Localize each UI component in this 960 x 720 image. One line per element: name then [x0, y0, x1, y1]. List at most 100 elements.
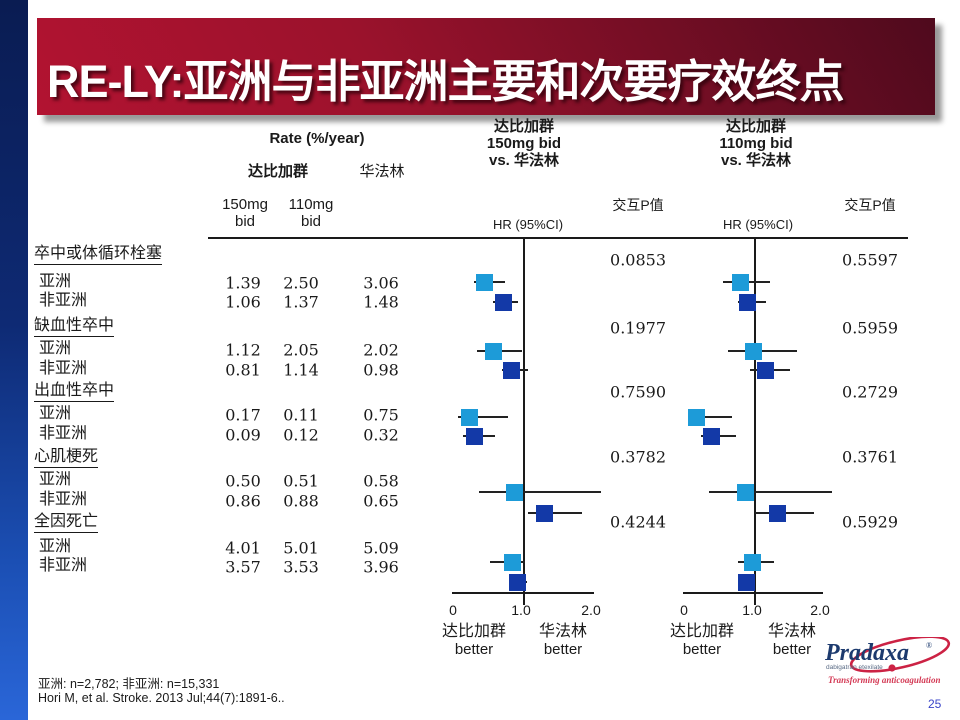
left-accent-bar	[0, 0, 28, 720]
plot1-non_asia-marker	[465, 427, 483, 445]
subgroup-label: 亚洲	[39, 405, 72, 422]
plot1-axis-line	[452, 592, 594, 594]
plot2-asia-ci	[709, 491, 833, 493]
hr-ci-label-1: HR (95%CI)	[492, 217, 564, 232]
rate-cell-warfarin: 3.96	[363, 557, 399, 577]
plot2-asia-marker	[731, 273, 749, 291]
interaction-p-value-150: 0.4244	[610, 512, 666, 532]
rate-cell-150: 0.86	[225, 491, 261, 511]
rate-cell-warfarin: 0.58	[363, 471, 399, 491]
rate-cell-150: 4.01	[225, 538, 261, 558]
subgroup-label: 非亚洲	[39, 491, 88, 508]
logo-brand-text: Pradaxa	[824, 640, 909, 666]
plot2-non_asia-marker	[738, 573, 756, 591]
rate-cell-150: 1.39	[225, 273, 261, 293]
plot1-header: 达比加群 150mg bid vs. 华法林	[486, 118, 562, 169]
plot2-dabigatran-better-label: 达比加群 better	[669, 623, 735, 658]
rate-cell-warfarin: 0.75	[363, 405, 399, 425]
plot1-non_asia-ci	[527, 512, 582, 514]
interaction-p-value-110: 0.5959	[842, 318, 898, 338]
rate-cell-110: 5.01	[283, 538, 319, 558]
plot1-asia-marker	[476, 273, 494, 291]
interaction-p-header-2: 交互P值	[844, 197, 896, 213]
rate-cell-warfarin: 3.06	[363, 273, 399, 293]
page-title: RE-LY:亚洲与非亚洲主要和次要疗效终点	[47, 56, 845, 107]
hr-ci-label-2: HR (95%CI)	[722, 217, 794, 232]
logo-tagline: Transforming anticoagulation	[828, 675, 941, 685]
warfarin-header: 华法林	[359, 163, 405, 180]
plot2-tick-2: 2.0	[810, 602, 830, 618]
rate-cell-warfarin: 0.98	[363, 360, 399, 380]
interaction-p-value-150: 0.3782	[610, 447, 666, 467]
plot2-non_asia-marker	[738, 293, 756, 311]
interaction-p-value-110: 0.5929	[842, 512, 898, 532]
plot2-asia-ci	[687, 416, 732, 418]
plot2-non_asia-marker	[757, 361, 775, 379]
logo-subtitle-text: dabigatran etexilate	[826, 664, 883, 671]
plot1-asia-marker	[484, 342, 502, 360]
footnote-sample-sizes: 亚洲: n=2,782; 非亚洲: n=15,331	[38, 677, 220, 691]
plot1-tick-0: 0	[449, 602, 457, 618]
plot1-asia-marker	[460, 408, 478, 426]
endpoint-category-label: 卒中或体循环栓塞	[34, 245, 163, 265]
rate-cell-110: 0.11	[283, 405, 319, 425]
plot2-asia-marker	[736, 483, 754, 501]
plot1-non_asia-marker	[494, 293, 512, 311]
page-number: 25	[928, 697, 942, 711]
logo-registered-mark: ®	[926, 641, 932, 650]
plot2-warfarin-better-label: 华法林 better	[767, 623, 817, 658]
interaction-p-header-1: 交互P值	[612, 197, 664, 213]
interaction-p-value-110: 0.5597	[842, 250, 898, 270]
rate-header: Rate (%/year)	[269, 130, 365, 147]
interaction-p-value-110: 0.3761	[842, 447, 898, 467]
subgroup-label: 非亚洲	[39, 557, 88, 574]
rate-cell-warfarin: 0.65	[363, 491, 399, 511]
plot1-asia-ci	[457, 416, 508, 418]
header-rule	[208, 237, 908, 239]
plot1-asia-marker	[503, 553, 521, 571]
subgroup-label: 亚洲	[39, 340, 72, 357]
plot1-tick-1: 1.0	[511, 602, 531, 618]
endpoint-category-label: 心肌梗死	[34, 448, 99, 468]
dabigatran-header: 达比加群	[247, 163, 309, 180]
interaction-p-value-150: 0.0853	[610, 250, 666, 270]
dose-150-header: 150mg bid	[222, 196, 268, 230]
endpoint-category-label: 缺血性卒中	[34, 317, 115, 337]
plot1-tick-2: 2.0	[581, 602, 601, 618]
rate-cell-150: 0.09	[225, 425, 261, 445]
rate-cell-150: 1.06	[225, 292, 261, 312]
plot1-non_asia-marker	[536, 504, 554, 522]
title-banner: RE-LY:亚洲与非亚洲主要和次要疗效终点	[37, 18, 935, 115]
dose-110-header: 110mg bid	[288, 196, 334, 230]
rate-cell-warfarin: 0.32	[363, 425, 399, 445]
rate-cell-150: 0.17	[225, 405, 261, 425]
plot1-non_asia-marker	[503, 361, 520, 379]
subgroup-label: 非亚洲	[39, 425, 88, 442]
rate-cell-110: 1.14	[283, 360, 319, 380]
plot1-non_asia-marker	[508, 573, 526, 591]
rate-cell-150: 1.12	[225, 340, 261, 360]
plot1-asia-ci	[479, 491, 602, 493]
subgroup-label: 非亚洲	[39, 360, 88, 377]
plot2-asia-marker	[745, 342, 763, 360]
rate-cell-110: 0.88	[283, 491, 319, 511]
footnote-citation: Hori M, et al. Stroke. 2013 Jul;44(7):18…	[38, 691, 285, 705]
plot1-reference-line	[523, 239, 525, 605]
rate-cell-150: 0.81	[225, 360, 261, 380]
logo-dot-icon	[888, 664, 896, 672]
plot2-asia-marker	[743, 553, 761, 571]
interaction-p-value-150: 0.7590	[610, 382, 666, 402]
interaction-p-value-110: 0.2729	[842, 382, 898, 402]
plot2-non_asia-marker	[769, 504, 787, 522]
endpoint-category-label: 全因死亡	[34, 513, 99, 533]
rate-cell-110: 2.50	[283, 273, 319, 293]
subgroup-label: 亚洲	[39, 538, 72, 555]
logo-swoosh-icon	[849, 635, 951, 673]
pradaxa-logo: Pradaxa ® dabigatran etexilate	[824, 635, 958, 677]
plot2-non_asia-marker	[702, 427, 720, 445]
rate-cell-110: 1.37	[283, 292, 319, 312]
rate-cell-110: 0.12	[283, 425, 319, 445]
plot2-axis-line	[683, 592, 823, 594]
